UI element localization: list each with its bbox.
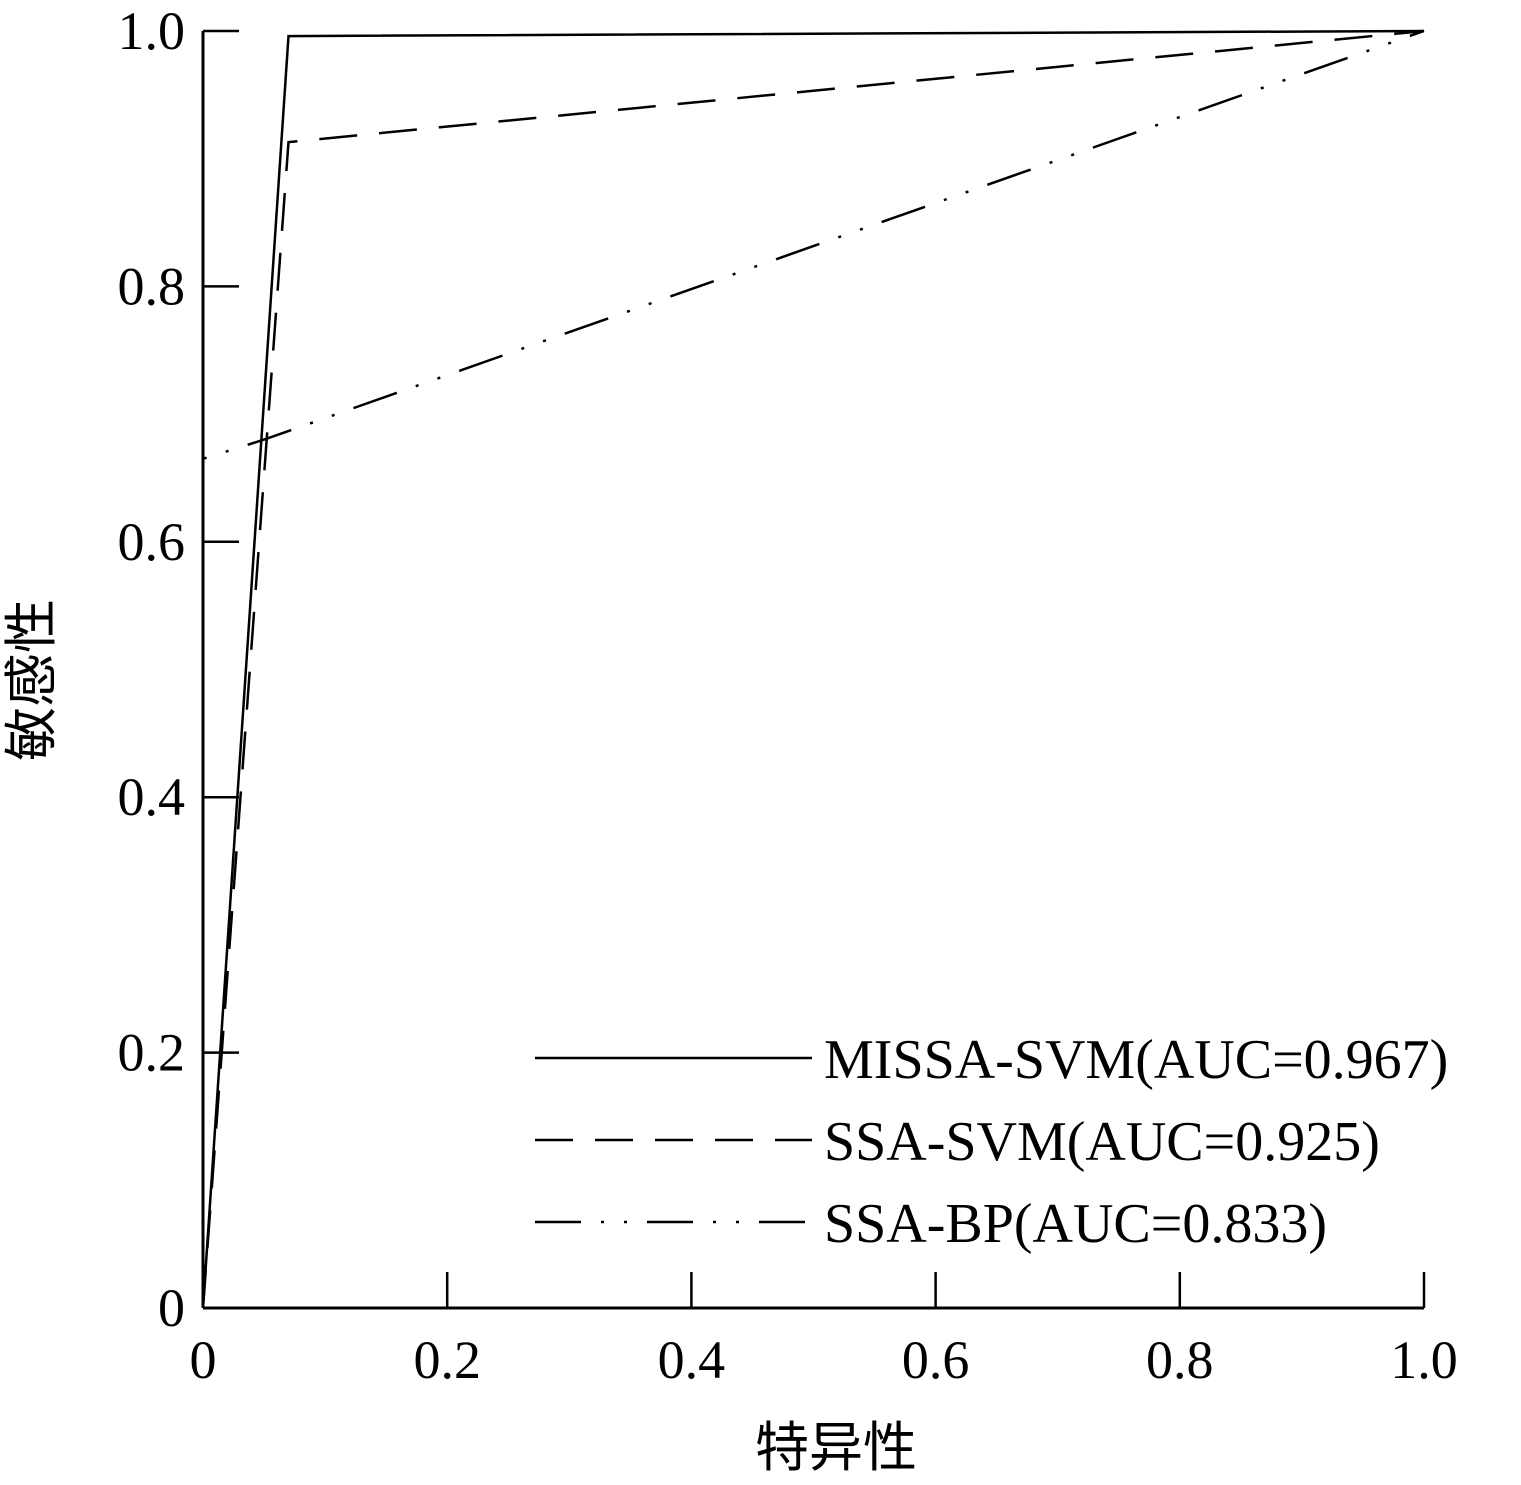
axes-layer	[201, 31, 1424, 1310]
legend-label-1: MISSA-SVM(AUC=0.967)	[824, 1029, 1448, 1091]
y-tick-label: 0	[158, 1278, 185, 1338]
x-tick-label: 0	[190, 1330, 217, 1390]
x-axis-title: 特异性	[755, 1416, 917, 1479]
y-tick-label: 1.0	[118, 1, 186, 61]
x-tick-label: 0.8	[1146, 1330, 1214, 1390]
legend-label-2: SSA-SVM(AUC=0.925)	[824, 1111, 1380, 1173]
legend-label-3: SSA-BP(AUC=0.833)	[824, 1193, 1327, 1255]
y-tick-label: 0.8	[118, 256, 186, 316]
ticks-layer: 0 0.2 0.4 0.6 0.8 1.0 0 0.2 0.4 0.6 0.8 1.0	[118, 1, 1458, 1390]
y-tick-label: 0.6	[118, 512, 186, 572]
series-line-2	[201, 29, 1425, 1309]
y-tick-label: 0.4	[118, 767, 186, 827]
series-layer	[201, 29, 1425, 1309]
series-line-1	[201, 29, 1425, 1309]
x-tick-label: 0.4	[658, 1330, 726, 1390]
y-axis-title: 敏感性	[0, 599, 63, 761]
x-tick-label: 0.2	[413, 1330, 481, 1390]
legend: MISSA-SVM(AUC=0.967) SSA-SVM(AUC=0.925) SS…	[535, 1029, 1448, 1255]
x-tick-label: 0.6	[902, 1330, 970, 1390]
x-tick-label: 1.0	[1390, 1330, 1458, 1390]
y-tick-label: 0.2	[118, 1023, 186, 1083]
